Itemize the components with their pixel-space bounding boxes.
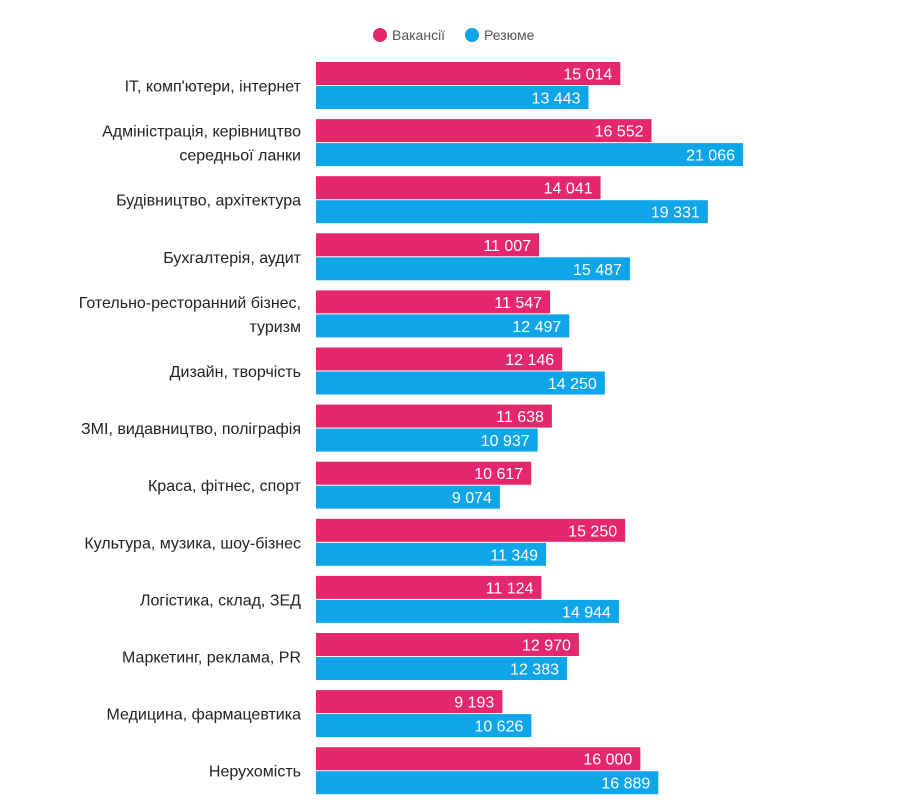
category-label: Готельно-ресторанний бізнес, bbox=[79, 295, 301, 312]
legend-marker-1 bbox=[465, 28, 479, 42]
bar-vacancies bbox=[316, 62, 621, 85]
category-label: туризм bbox=[250, 319, 302, 336]
bar-vacancies bbox=[316, 461, 532, 485]
bar-vacancies bbox=[316, 575, 542, 599]
bar-resumes bbox=[316, 485, 500, 509]
bar-value-label: 16 552 bbox=[595, 124, 644, 141]
bar-vacancies bbox=[316, 347, 563, 371]
bar-value-label: 14 944 bbox=[562, 604, 611, 621]
bar-vacancies bbox=[316, 518, 626, 542]
bar-value-label: 12 970 bbox=[522, 638, 571, 655]
bar-resumes bbox=[316, 200, 708, 224]
category-label: ЗМІ, видавництво, поліграфія bbox=[81, 421, 301, 438]
bar-resumes bbox=[316, 599, 619, 623]
bar-value-label: 10 937 bbox=[481, 433, 530, 450]
bar-value-label: 10 617 bbox=[474, 466, 523, 483]
bar-resumes bbox=[316, 371, 605, 395]
bar-value-label: 12 146 bbox=[505, 352, 554, 369]
bar-resumes bbox=[316, 714, 532, 738]
bar-value-label: 16 000 bbox=[583, 752, 632, 769]
bar-vacancies bbox=[316, 690, 503, 714]
bar-resumes bbox=[316, 143, 743, 167]
bar-vacancies bbox=[316, 119, 652, 143]
legend-marker-0 bbox=[373, 28, 387, 42]
bar-value-label: 14 041 bbox=[544, 181, 593, 198]
bar-value-label: 15 487 bbox=[573, 262, 622, 279]
category-label: Краса, фітнес, спорт bbox=[148, 478, 302, 495]
category-label: Культура, музика, шоу-бізнес bbox=[84, 535, 301, 552]
bar-resumes bbox=[316, 86, 589, 109]
bar-value-label: 9 193 bbox=[454, 695, 494, 712]
bar-value-label: 13 443 bbox=[532, 91, 581, 108]
category-label: Адміністрація, керівництво bbox=[102, 124, 301, 141]
bar-value-label: 10 626 bbox=[474, 719, 523, 736]
bar-value-label: 15 250 bbox=[568, 523, 617, 540]
category-label: Нерухомість bbox=[209, 764, 301, 781]
bar-vacancies bbox=[316, 290, 551, 314]
bar-resumes bbox=[316, 428, 538, 452]
category-label: Медицина, фармацевтика bbox=[107, 707, 302, 724]
legend-label-1: Резюме bbox=[484, 27, 535, 43]
category-label: середньої ланки bbox=[179, 148, 301, 165]
category-label: Дизайн, творчість bbox=[170, 364, 301, 381]
bar-vacancies bbox=[316, 633, 579, 656]
bar-resumes bbox=[316, 657, 567, 680]
bar-value-label: 11 349 bbox=[490, 547, 538, 564]
bar-value-label: 21 066 bbox=[686, 148, 735, 165]
bar-resumes bbox=[316, 771, 659, 795]
category-label: Логістика, склад, ЗЕД bbox=[140, 592, 301, 609]
bar-resumes bbox=[316, 257, 630, 281]
bar-vacancies bbox=[316, 747, 641, 771]
bar-value-label: 14 250 bbox=[548, 376, 597, 393]
bar-value-label: 11 547 bbox=[494, 295, 542, 312]
category-label: Будівництво, архітектура bbox=[116, 193, 301, 210]
bar-value-label: 11 124 bbox=[486, 580, 534, 597]
bar-value-label: 11 638 bbox=[496, 409, 544, 426]
bar-value-label: 15 014 bbox=[563, 67, 612, 84]
category-label: Маркетинг, реклама, PR bbox=[122, 650, 301, 667]
bar-vacancies bbox=[316, 176, 601, 200]
bar-value-label: 9 074 bbox=[452, 490, 492, 507]
category-label: IT, комп'ютери, інтернет bbox=[125, 79, 302, 96]
legend-label-0: Вакансії bbox=[392, 27, 445, 43]
bar-value-label: 19 331 bbox=[651, 205, 700, 222]
bar-resumes bbox=[316, 314, 570, 338]
bar-value-label: 12 383 bbox=[510, 662, 559, 679]
bar-vacancies bbox=[316, 404, 552, 428]
bar-value-label: 16 889 bbox=[601, 776, 650, 793]
bar-resumes bbox=[316, 542, 547, 566]
bar-value-label: 12 497 bbox=[512, 319, 561, 336]
bar-vacancies bbox=[316, 233, 540, 257]
bar-value-label: 11 007 bbox=[483, 238, 531, 255]
category-label: Бухгалтерія, аудит bbox=[163, 250, 301, 267]
